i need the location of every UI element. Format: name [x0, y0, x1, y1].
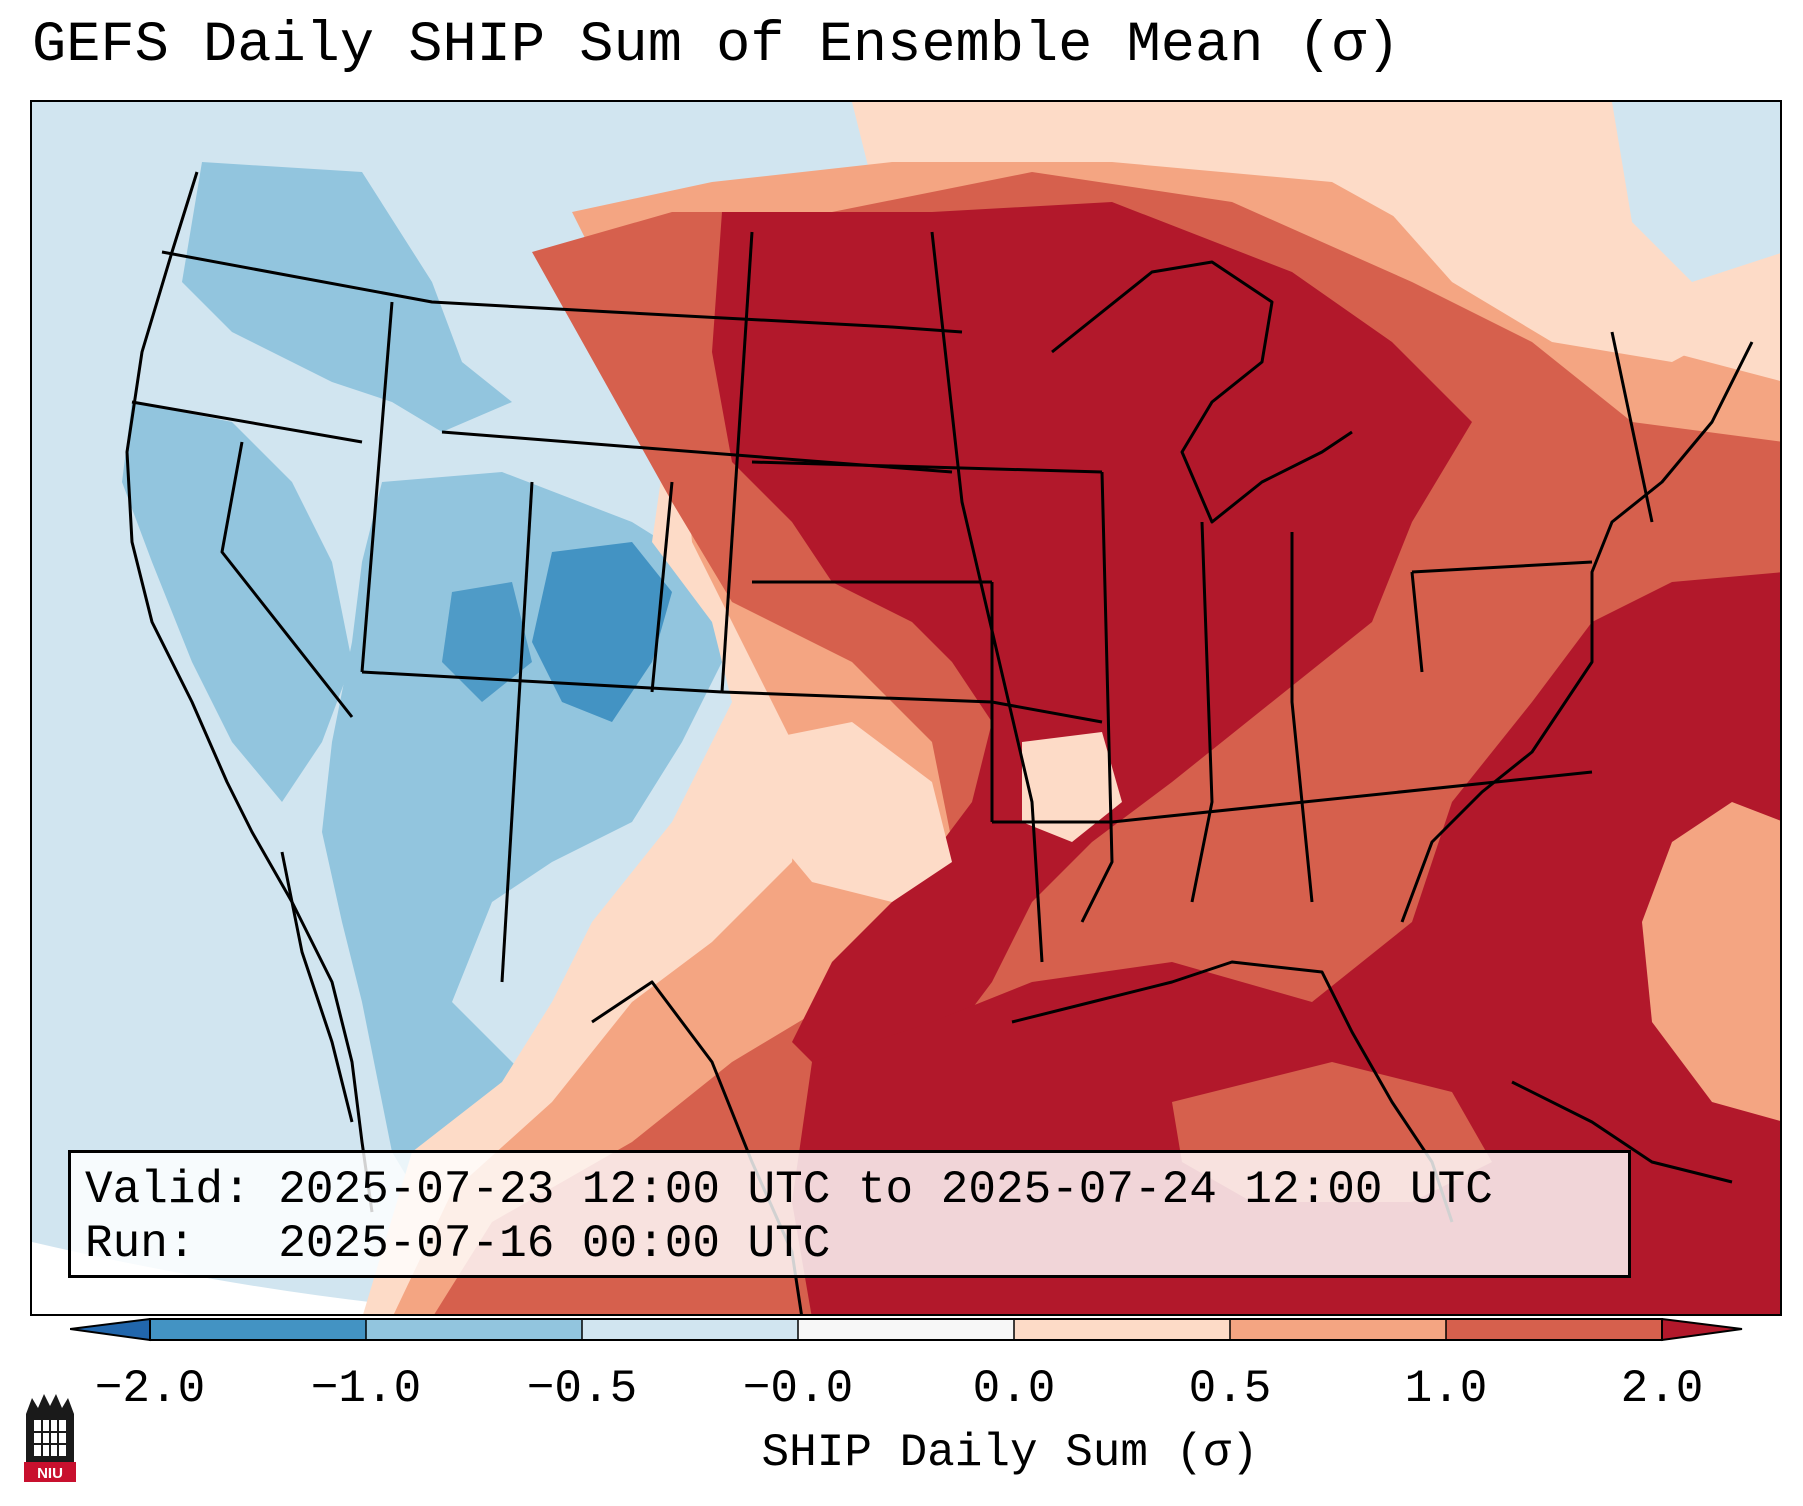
map-panel	[30, 100, 1782, 1316]
run-value: 2025-07-16 00:00 UTC	[278, 1218, 831, 1270]
state-line-dakotas-ne	[720, 231, 754, 693]
logo-banner	[24, 1462, 76, 1482]
state-line-pa-ny	[1411, 560, 1593, 574]
colorbar	[70, 1318, 1743, 1342]
ozark-light-patch	[1022, 732, 1122, 842]
logo-grid-icon	[34, 1420, 66, 1456]
colorbar-bin-1	[366, 1319, 582, 1340]
colorbar-tick-0: −2.0	[94, 1363, 206, 1415]
state-line-four-corners-ew	[361, 670, 723, 694]
colorbar-tick-2: −0.5	[526, 1363, 638, 1415]
colorbar-bin-6	[1446, 1319, 1662, 1340]
colorbar-tick-3: −0.0	[742, 1363, 854, 1415]
state-line-ut-co	[500, 481, 534, 983]
out-of-domain-region	[32, 1242, 501, 1314]
baja-coast	[280, 851, 354, 1123]
state-line-wy-sd	[650, 481, 674, 693]
map-title: GEFS Daily SHIP Sum of Ensemble Mean (σ)	[32, 14, 1401, 78]
state-line-oh-wv-ga	[1290, 532, 1314, 903]
colorbar-tick-1: −1.0	[310, 1363, 422, 1415]
west-coast-blue-region	[122, 402, 352, 802]
offshore-orange-tongue	[1642, 802, 1780, 1121]
state-line-tn-nc	[1111, 770, 1593, 824]
run-line: Run: 2025-07-16 00:00 UTC	[85, 1217, 1614, 1271]
colorbar-tick-7: 2.0	[1620, 1363, 1704, 1415]
colorbar-bin-5	[1230, 1319, 1446, 1340]
gulf-coastline	[1011, 960, 1454, 1223]
valid-line: Valid: 2025-07-23 12:00 UTC to 2025-07-2…	[85, 1163, 1614, 1217]
state-line-ca-nv	[220, 441, 354, 718]
colorbar-bin-0	[150, 1319, 366, 1340]
state-line-pa-oh	[1410, 571, 1424, 673]
us-canada-border	[161, 250, 963, 334]
state-line-id-mt	[360, 301, 394, 673]
colorbar-extend-high	[1661, 1318, 1743, 1342]
valid-run-info-box: Valid: 2025-07-23 12:00 UTC to 2025-07-2…	[68, 1150, 1631, 1278]
valid-label: Valid:	[85, 1164, 251, 1216]
state-line-new-england	[1610, 331, 1654, 523]
valid-value: 2025-07-23 12:00 UTC to 2025-07-24 12:00…	[278, 1164, 1493, 1216]
pacific-coastline	[125, 171, 374, 1213]
colorbar-bin-2	[582, 1319, 798, 1340]
state-line-wi-il-ms	[1080, 471, 1114, 923]
colorbar-tick-6: 1.0	[1404, 1363, 1488, 1415]
state-line-in-oh-al	[1190, 521, 1214, 903]
colorbar-bin-3	[798, 1319, 1014, 1340]
boundary-lines	[125, 171, 1754, 1314]
anomaly-map	[32, 102, 1780, 1314]
state-line-sd-ne	[751, 460, 1103, 474]
colorbar-label: SHIP Daily Sum (σ)	[761, 1427, 1259, 1479]
state-line-mn-ia-mo-ar	[930, 231, 1044, 963]
atlantic-coastline	[1400, 341, 1754, 923]
run-label: Run:	[85, 1218, 196, 1270]
gulf-atlantic-dark-red	[792, 572, 1780, 1314]
great-lakes-outline	[1051, 260, 1353, 524]
caribbean-islands	[1511, 1080, 1733, 1184]
state-line-or-nv	[131, 400, 363, 444]
northwest-blue-region	[182, 162, 512, 432]
colorbar-tick-5: 0.5	[1188, 1363, 1272, 1415]
logo-text: NIU	[37, 1465, 63, 1482]
colorbar-tick-4: 0.0	[972, 1363, 1056, 1415]
niu-logo: NIU	[24, 1394, 76, 1482]
texas-light-patch	[752, 722, 952, 902]
utah-strong-blue	[442, 582, 532, 702]
colorado-strong-blue	[532, 542, 672, 722]
northeast-blue-region	[1612, 102, 1780, 282]
colorbar-bin-4	[1014, 1319, 1230, 1340]
central-dark-red-core	[712, 202, 1472, 1102]
colorbar-extend-low	[70, 1318, 151, 1342]
